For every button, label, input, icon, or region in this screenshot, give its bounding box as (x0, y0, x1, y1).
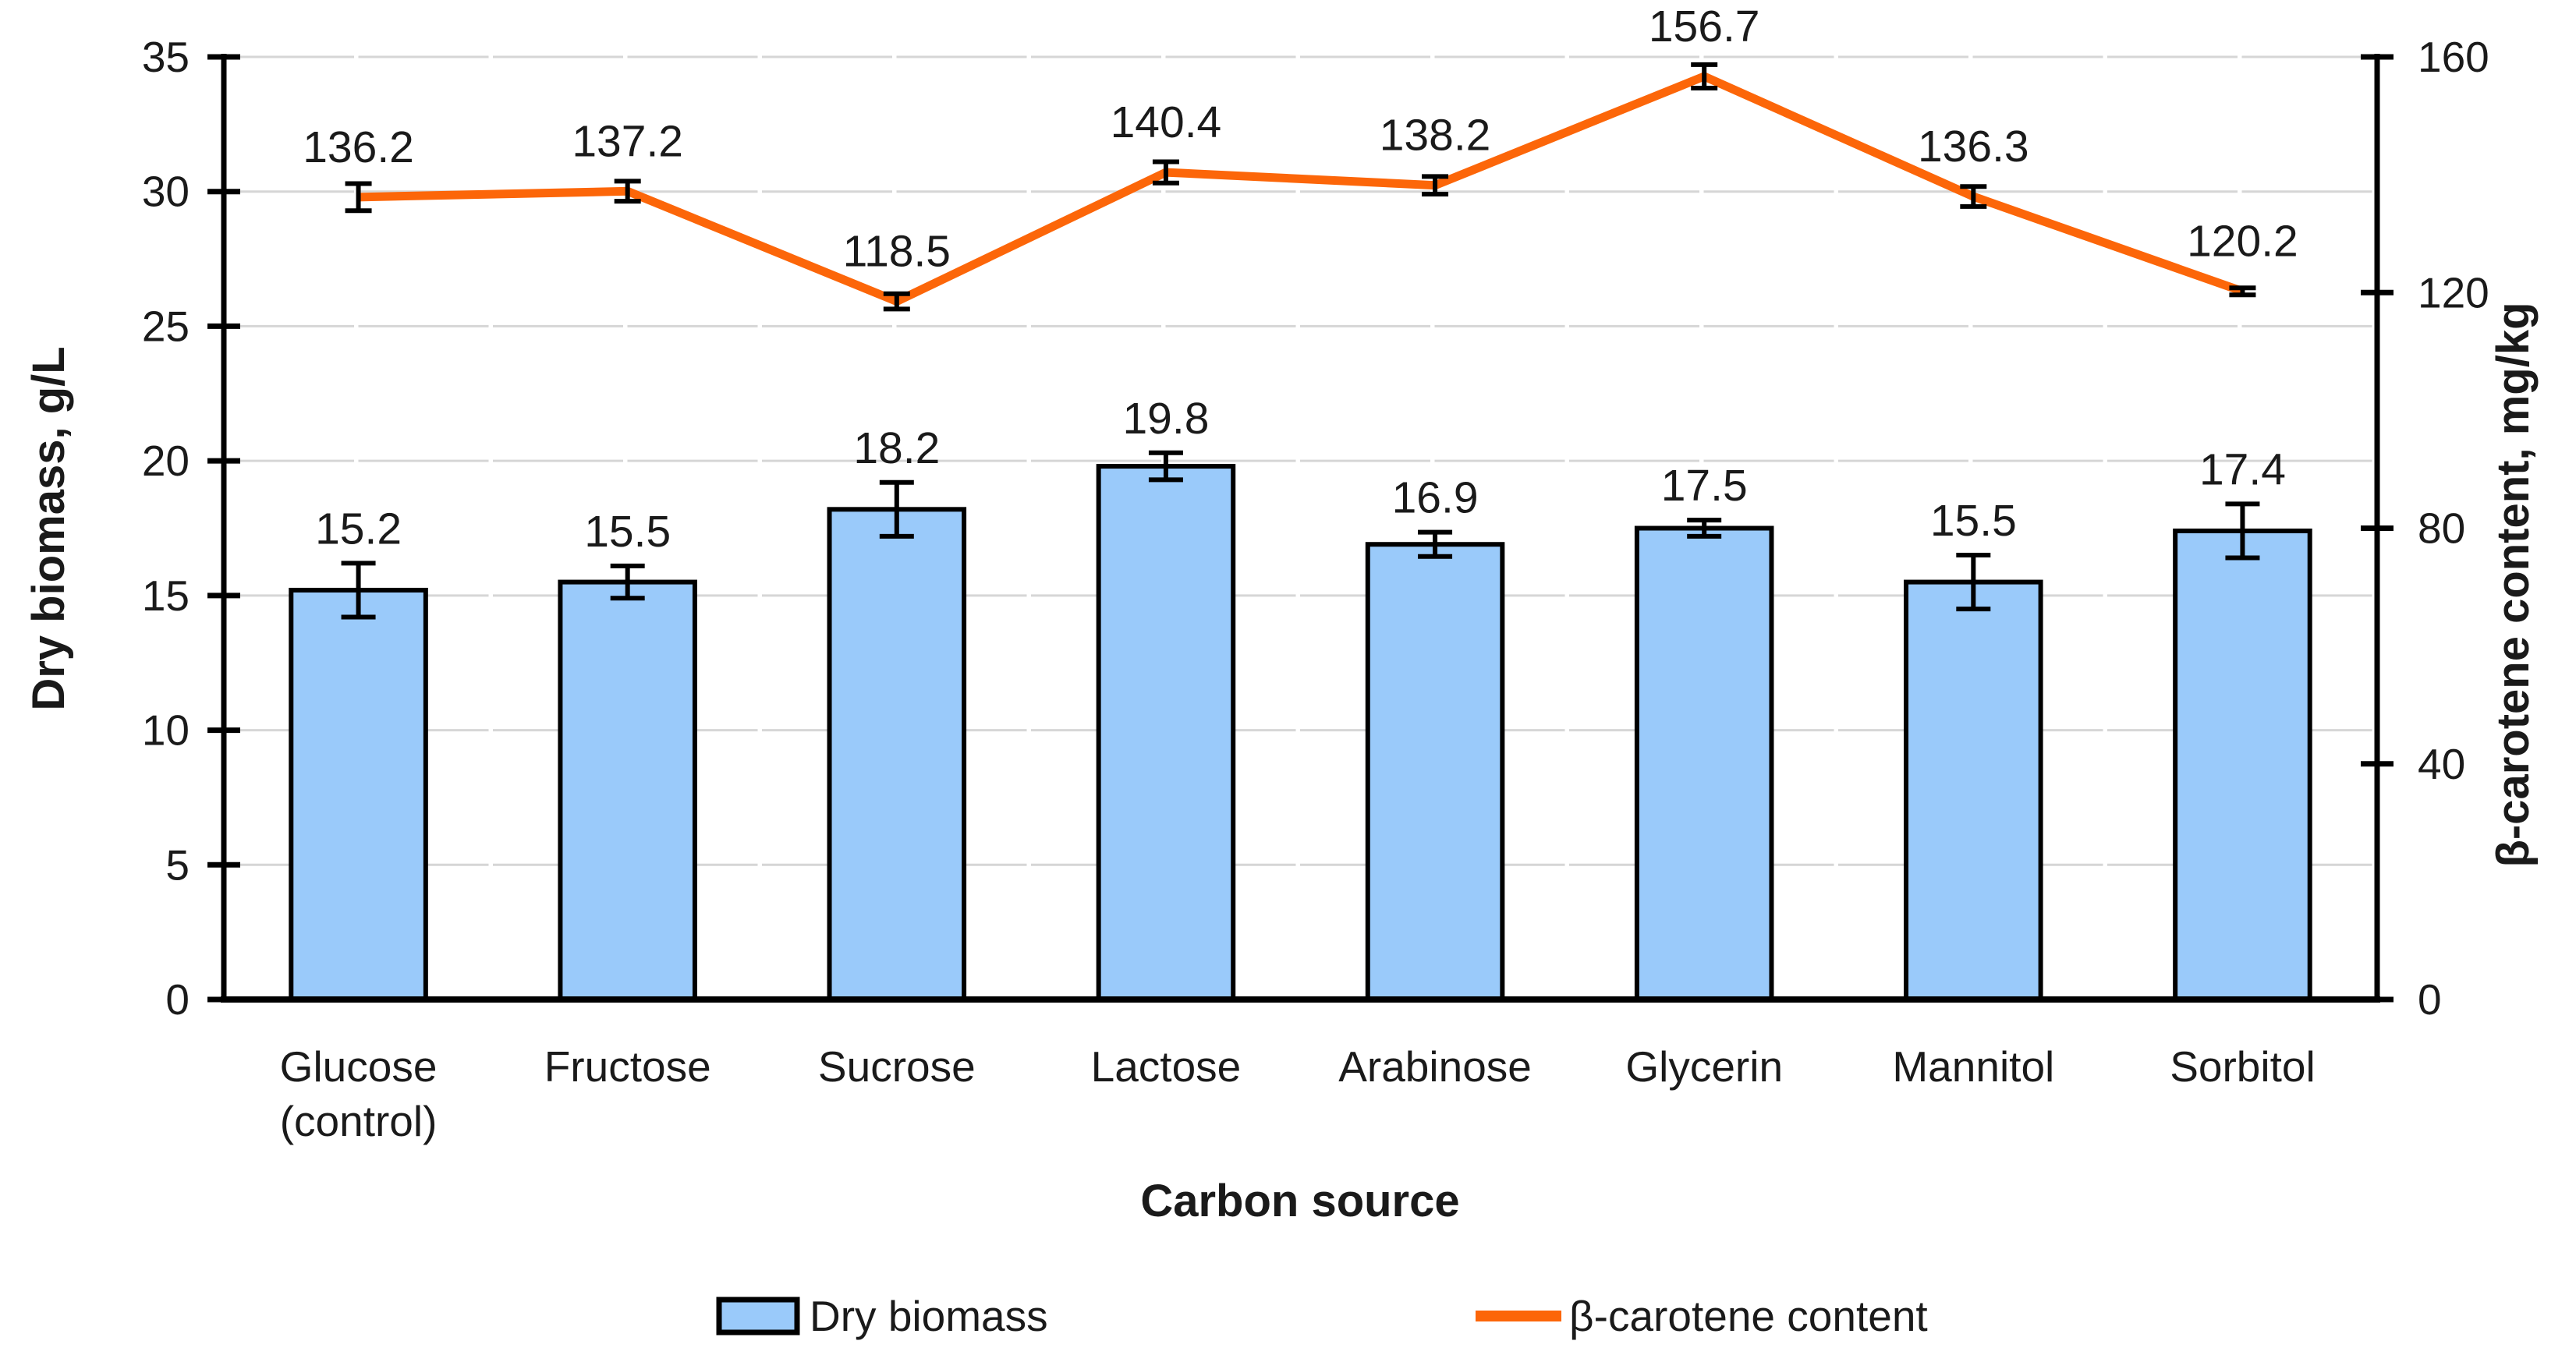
bar-Fructose (558, 579, 697, 1002)
left-tick-label: 0 (165, 975, 190, 1024)
bar-series (289, 464, 2312, 1002)
x-category-label: Sorbitol (2170, 1042, 2315, 1091)
x-category-label: Glycerin (1625, 1042, 1783, 1091)
legend-line-label: β-carotene content (1569, 1292, 1928, 1340)
bar-Mannitol (1904, 579, 2043, 1002)
left-tick-label: 35 (142, 33, 190, 81)
x-category-label: Sucrose (818, 1042, 976, 1091)
left-tick-label: 5 (165, 840, 190, 889)
y-axis-title-left: Dry biomass, g/L (23, 346, 74, 710)
error-bars (341, 62, 2260, 620)
line-β-carotene content (358, 71, 2245, 306)
line-value-label: 140.4 (1111, 97, 1222, 147)
legend-bar-label: Dry biomass (810, 1292, 1048, 1340)
bar-Glycerin (1634, 525, 1774, 1002)
y-axis-title-right: β-carotene content, mg/kg (2488, 302, 2539, 867)
bar-Arabinose (1365, 542, 1505, 1002)
line-value-label: 120.2 (2187, 217, 2298, 267)
bar-value-label: 17.5 (1661, 461, 1748, 511)
bar-value-label: 17.4 (2199, 444, 2286, 494)
line-value-label: 156.7 (1649, 2, 1760, 51)
tick-labels: 0 5 10 15 20 25 30 35 0 40 80 120 160 Glucose (control… (142, 33, 2489, 1145)
bar-Glucose (control) (289, 587, 428, 1002)
bar-value-label: 15.2 (315, 504, 402, 554)
legend: Dry biomass β-carotene content (716, 1292, 1928, 1340)
bar-value-label: 15.5 (1930, 496, 2017, 546)
bar-Sorbitol (2173, 528, 2312, 1002)
bar-value-label: 19.8 (1122, 394, 1209, 444)
right-tick-label: 0 (2418, 975, 2442, 1024)
legend-bar-swatch (716, 1297, 800, 1336)
line-value-label: 118.5 (843, 227, 951, 277)
bar-value-label: 18.2 (853, 423, 940, 473)
left-tick-label: 25 (142, 302, 190, 350)
x-category-label: Glucose (280, 1042, 438, 1091)
line-value-label: 136.3 (1918, 122, 2029, 172)
right-tick-label: 80 (2418, 504, 2465, 553)
right-tick-label: 120 (2418, 268, 2489, 317)
line-value-label: 136.2 (303, 122, 414, 172)
x-category-label: Fructose (544, 1042, 711, 1091)
right-tick-label: 40 (2418, 740, 2465, 788)
line-value-label: 138.2 (1380, 111, 1491, 161)
x-axis-title: Carbon source (1140, 1176, 1459, 1226)
line-series (358, 71, 2245, 306)
left-tick-label: 15 (142, 571, 190, 620)
bar-Sucrose (827, 507, 967, 1002)
x-category-label: Mannitol (1892, 1042, 2054, 1091)
x-category-label: (control) (280, 1097, 438, 1145)
bar-value-label: 15.5 (584, 507, 671, 557)
bar-value-label: 16.9 (1392, 473, 1479, 523)
bar-Lactose (1096, 464, 1236, 1002)
left-tick-label: 30 (142, 168, 190, 216)
left-tick-label: 10 (142, 706, 190, 755)
x-category-label: Arabinose (1338, 1042, 1532, 1091)
data-labels: 15.2 15.5 18.2 19.8 16.9 17.5 15.5 17.4 136.2 137… (303, 2, 2298, 557)
left-tick-label: 20 (142, 437, 190, 485)
axes (207, 54, 2394, 1003)
x-category-label: Lactose (1091, 1042, 1242, 1091)
line-value-label: 137.2 (572, 116, 683, 166)
right-tick-label: 160 (2418, 33, 2489, 81)
